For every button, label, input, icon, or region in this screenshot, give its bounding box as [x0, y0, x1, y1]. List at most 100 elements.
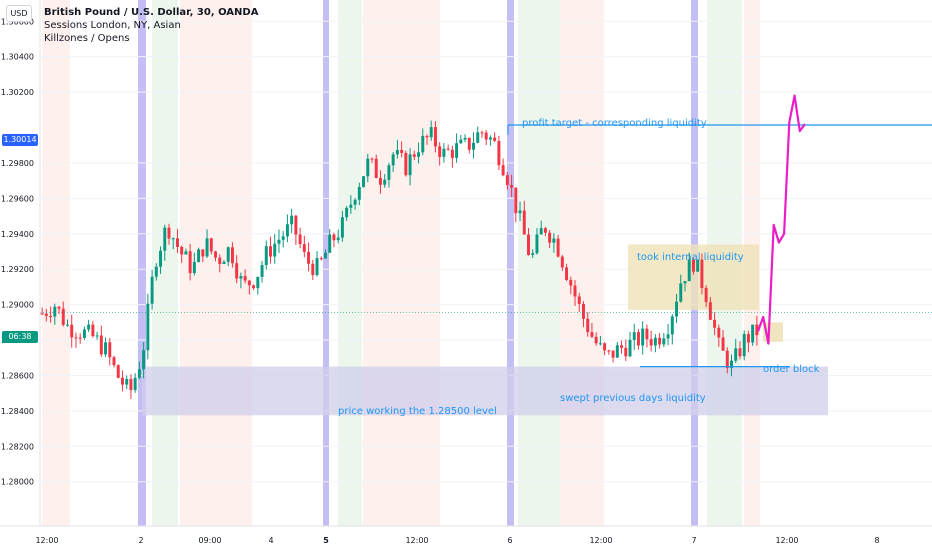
- candle-116: [531, 249, 535, 259]
- candle-159: [713, 312, 717, 336]
- candle-body-120: [548, 232, 552, 243]
- projected-price-path: [756, 94, 806, 345]
- candle-body-141: [636, 332, 640, 346]
- candle-body-64: [311, 263, 315, 276]
- candle-93: [433, 121, 437, 153]
- candle-body-139: [628, 339, 632, 357]
- candle-144: [649, 330, 653, 352]
- candle-body-29: [163, 227, 167, 251]
- candle-26: [150, 269, 154, 310]
- candle-body-163: [730, 360, 733, 369]
- candle-37: [197, 247, 201, 263]
- candle-body-53: [264, 246, 268, 266]
- candle-72: [345, 205, 349, 221]
- candle-73: [349, 195, 353, 214]
- candle-body-119: [543, 228, 547, 233]
- candle-body-83: [391, 154, 395, 166]
- currency-selector[interactable]: USD: [6, 5, 32, 22]
- time-tick-1: 2: [138, 536, 143, 545]
- time-tick-4: 5: [323, 536, 329, 545]
- candle-body-80: [378, 177, 382, 185]
- candle-body-73: [349, 204, 353, 208]
- candle-body-35: [188, 251, 192, 274]
- candle-body-124: [565, 267, 569, 280]
- time-tick-10: 8: [874, 536, 879, 545]
- candle-98: [455, 133, 459, 163]
- candle-body-1: [44, 313, 48, 316]
- candle-body-99: [459, 139, 463, 144]
- candle-body-135: [611, 350, 615, 358]
- candle-body-3: [53, 306, 57, 317]
- candle-body-157: [704, 287, 708, 303]
- candle-41: [214, 250, 218, 262]
- candle-body-92: [429, 127, 433, 138]
- candle-71: [340, 210, 344, 242]
- candle-body-100: [463, 137, 467, 140]
- candle-body-90: [421, 135, 425, 153]
- candle-body-44: [226, 247, 230, 262]
- candle-body-152: [683, 281, 687, 284]
- candle-147: [662, 332, 666, 347]
- candle-79: [374, 154, 378, 179]
- candle-body-37: [197, 249, 201, 263]
- candle-body-108: [497, 140, 501, 166]
- candle-128: [581, 301, 585, 328]
- time-tick-0: 12:00: [35, 536, 58, 545]
- candle-body-51: [256, 276, 260, 289]
- candle-body-87: [408, 154, 412, 176]
- time-tick-9: 12:00: [775, 536, 798, 545]
- candle-91: [425, 134, 429, 145]
- candle-body-105: [484, 132, 488, 140]
- candle-body-20: [125, 378, 129, 385]
- candle-167: [746, 330, 750, 353]
- candle-body-129: [586, 318, 590, 333]
- candle-body-21: [129, 378, 133, 391]
- candle-body-156: [700, 259, 704, 288]
- candle-15: [104, 337, 108, 357]
- candle-121: [552, 232, 556, 253]
- candle-body-155: [696, 259, 700, 272]
- candle-body-91: [425, 135, 429, 138]
- candle-20: [125, 375, 129, 390]
- candle-119: [543, 226, 547, 237]
- candle-67: [324, 249, 327, 259]
- projection-line: [756, 94, 806, 345]
- candle-88: [412, 150, 416, 161]
- price-tick-6: 1.29200: [1, 265, 34, 274]
- candle-85: [400, 141, 404, 158]
- candle-body-165: [738, 348, 742, 357]
- candle-4: [57, 305, 61, 314]
- candle-body-149: [670, 316, 674, 335]
- candle-body-14: [99, 335, 103, 355]
- candle-body-126: [573, 285, 577, 297]
- candle-84: [395, 139, 399, 159]
- time-tick-2: 09:00: [198, 536, 221, 545]
- candle-105: [484, 130, 488, 146]
- candle-body-30: [167, 227, 171, 239]
- candle-body-82: [387, 165, 391, 180]
- candle-50: [252, 284, 256, 291]
- candle-52: [260, 261, 264, 283]
- candle-body-101: [467, 137, 471, 150]
- candle-125: [569, 276, 573, 295]
- candle-163: [730, 354, 733, 377]
- price-tick-3: 1.29800: [1, 159, 34, 168]
- candle-body-143: [645, 328, 649, 340]
- candle-body-95: [442, 148, 446, 157]
- candle-body-39: [205, 238, 209, 257]
- symbol-title[interactable]: British Pound / U.S. Dollar, 30, OANDA: [44, 7, 259, 18]
- candle-112: [514, 187, 518, 223]
- candle-body-31: [171, 238, 175, 240]
- indicator-sessions[interactable]: Sessions London, NY, Asian: [44, 20, 181, 31]
- candle-body-71: [340, 217, 344, 238]
- price-axis: 1.306001.304001.302001.298001.296001.294…: [0, 0, 41, 550]
- indicator-killzones[interactable]: Killzones / Opens: [44, 33, 130, 44]
- candle-body-159: [713, 319, 717, 328]
- candle-body-132: [598, 343, 602, 345]
- candle-body-52: [260, 265, 264, 277]
- candle-78: [370, 157, 374, 164]
- candle-body-150: [675, 301, 679, 317]
- candle-8: [74, 332, 78, 348]
